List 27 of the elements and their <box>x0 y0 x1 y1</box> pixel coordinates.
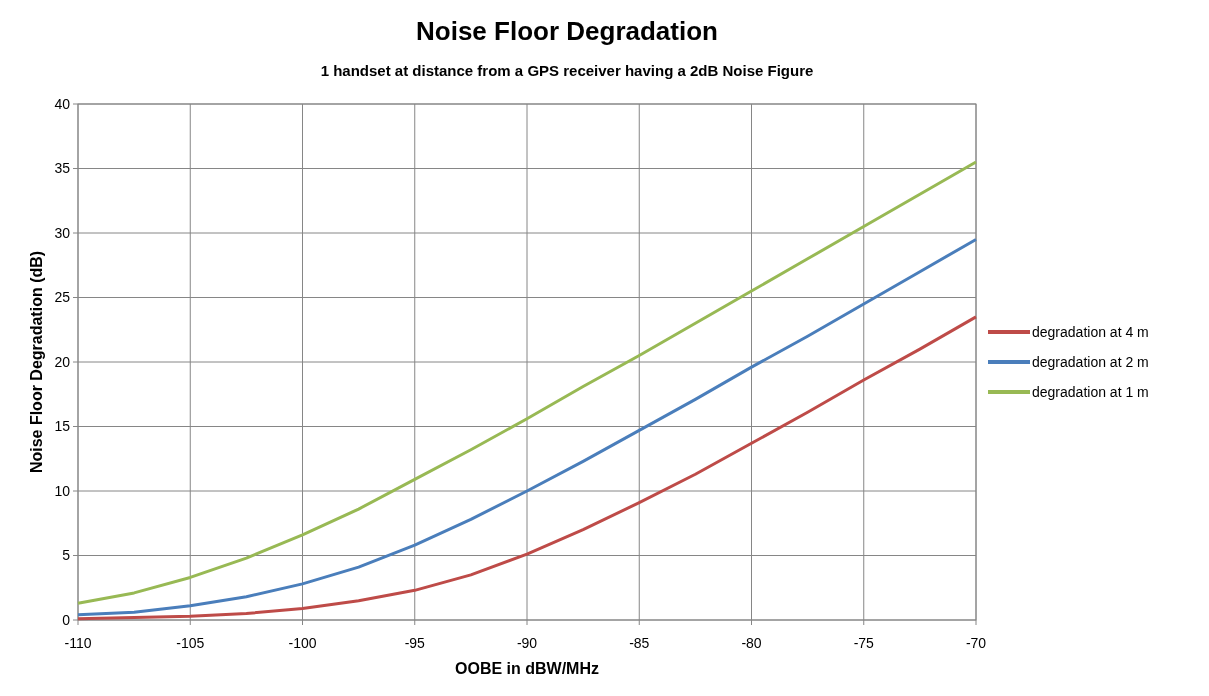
y-tick-label: 15 <box>54 418 71 435</box>
x-tick-label: -105 <box>176 635 205 651</box>
legend-label: degradation at 4 m <box>1032 323 1149 340</box>
y-tick-label: 5 <box>62 547 71 564</box>
y-tick-label: 25 <box>54 289 71 306</box>
y-tick-label: 40 <box>54 95 71 112</box>
y-tick-label: 20 <box>54 353 71 370</box>
line-series <box>76 237 978 617</box>
y-tick-label: 10 <box>54 482 71 499</box>
x-tick-label: -70 <box>965 635 987 651</box>
x-tick-label: -110 <box>64 635 92 651</box>
legend-label: degradation at 2 m <box>1032 353 1149 370</box>
chart-title: Noise Floor Degradation <box>416 16 718 46</box>
line-series <box>76 160 978 605</box>
x-axis-title: OOBE in dBW/MHz <box>455 660 599 677</box>
y-tick-label: 30 <box>54 224 71 241</box>
x-tick-label: -75 <box>853 635 875 651</box>
x-tick-label: -90 <box>516 635 538 651</box>
x-tick-label: -100 <box>288 635 317 651</box>
y-axis-title: Noise Floor Degradation (dB) <box>28 250 45 474</box>
x-tick-label: -85 <box>629 635 650 651</box>
y-tick-label: 0 <box>62 611 71 628</box>
legend-label: degradation at 1 m <box>1032 383 1149 400</box>
x-tick-label: -95 <box>404 635 426 651</box>
y-tick-label: 35 <box>54 160 71 177</box>
x-tick-label: -80 <box>741 635 762 651</box>
chart-subtitle: 1 handset at distance from a GPS receiver having a 2dB Noise Figure <box>320 62 814 79</box>
